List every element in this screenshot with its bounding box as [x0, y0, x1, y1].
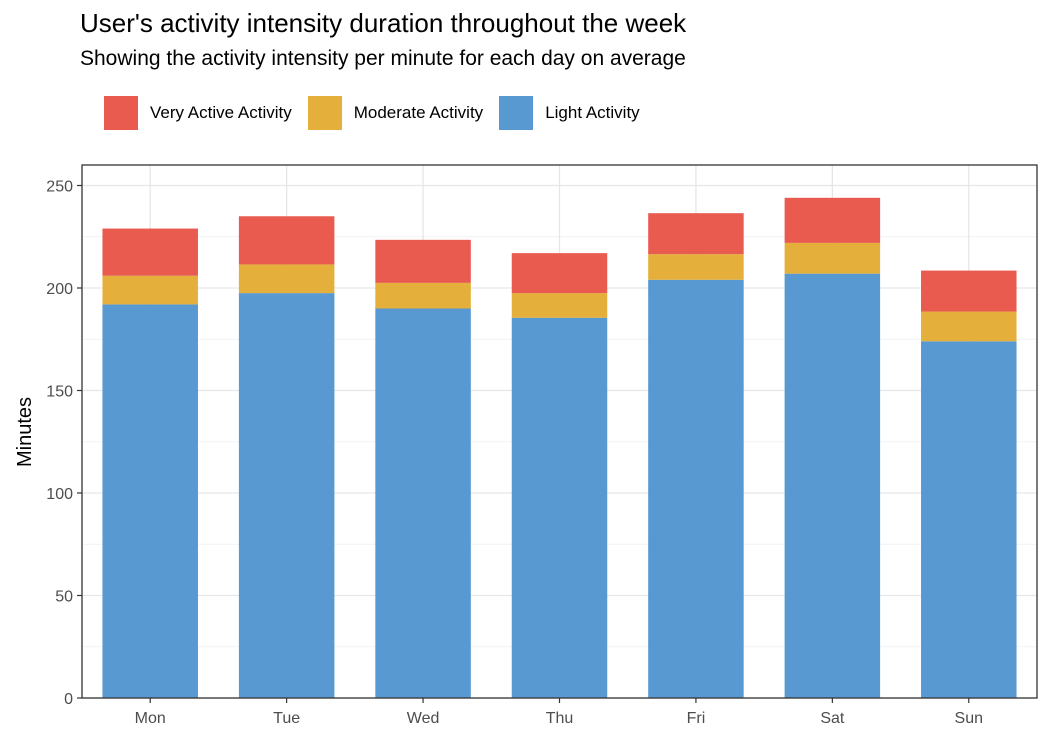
bar-wed-very-active-activity — [375, 239, 471, 283]
bars — [102, 197, 1017, 698]
bar-thu-moderate-activity — [511, 293, 608, 318]
y-tick-label: 250 — [46, 179, 73, 196]
y-axis-title: Minutes — [14, 397, 36, 467]
legend-label: Light Activity — [545, 103, 640, 122]
x-tick-label: Thu — [546, 710, 574, 727]
x-tick-label: Sat — [820, 710, 845, 727]
y-tick-label: 150 — [46, 384, 73, 401]
bar-sat-light-activity — [784, 273, 881, 698]
bar-thu-very-active-activity — [511, 253, 608, 294]
x-tick-label: Wed — [407, 710, 440, 727]
chart-subtitle: Showing the activity intensity per minut… — [80, 47, 686, 70]
axes: 0 50 100 150 200 250 Mon Tue Wed Thu Fri Sat Sun — [46, 164, 1038, 727]
y-tick-label: 0 — [64, 691, 73, 708]
y-tick-label: 100 — [46, 486, 73, 503]
bar-tue-light-activity — [238, 293, 335, 698]
bar-mon-very-active-activity — [102, 228, 198, 276]
bar-sat-very-active-activity — [784, 197, 881, 243]
bar-tue-very-active-activity — [238, 216, 335, 265]
legend-item-moderate-activity: Moderate Activity — [307, 96, 484, 130]
x-tick-label: Tue — [273, 710, 300, 727]
bar-sun-light-activity — [921, 341, 1017, 698]
legend-swatch — [499, 96, 534, 130]
legend-label: Moderate Activity — [353, 103, 484, 122]
bar-sun-very-active-activity — [921, 270, 1017, 312]
legend-item-light-activity: Light Activity — [499, 96, 640, 130]
bar-sun-moderate-activity — [921, 311, 1017, 342]
legend: Very Active Activity Moderate Activity Lig… — [104, 96, 656, 130]
bar-mon-light-activity — [102, 304, 198, 698]
x-tick-label: Mon — [135, 710, 166, 727]
x-tick-label: Fri — [687, 710, 706, 727]
bar-wed-moderate-activity — [375, 282, 471, 309]
bar-thu-light-activity — [511, 317, 608, 698]
bar-fri-very-active-activity — [648, 213, 744, 255]
bar-fri-light-activity — [648, 279, 744, 698]
y-tick-label: 200 — [46, 281, 73, 298]
legend-swatch — [307, 96, 342, 130]
bar-mon-moderate-activity — [102, 275, 198, 305]
legend-label: Very Active Activity — [150, 103, 292, 122]
bar-wed-light-activity — [375, 308, 471, 698]
y-tick-label: 50 — [55, 589, 73, 606]
x-tick-label: Sun — [955, 710, 983, 727]
chart-title: User's activity intensity duration throu… — [80, 8, 687, 38]
bar-tue-moderate-activity — [238, 264, 335, 294]
legend-item-very-active-activity: Very Active Activity — [104, 96, 292, 130]
bar-fri-moderate-activity — [648, 254, 744, 280]
legend-swatch — [104, 96, 138, 130]
bar-sat-moderate-activity — [784, 242, 881, 274]
